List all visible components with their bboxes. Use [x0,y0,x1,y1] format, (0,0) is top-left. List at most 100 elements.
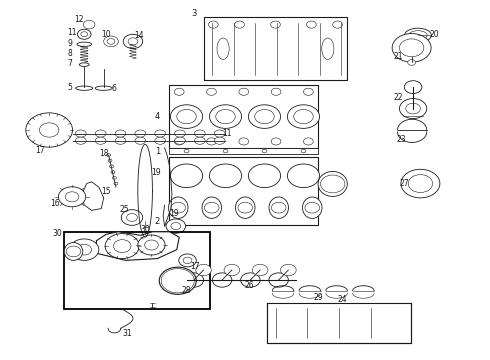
Text: 6: 6 [111,84,116,93]
Bar [267,302,411,342]
Text: 28: 28 [182,285,191,294]
Circle shape [138,235,165,255]
Circle shape [216,109,235,124]
Text: 19: 19 [151,168,161,177]
Text: 7: 7 [67,59,72,68]
Circle shape [288,105,319,129]
Text: 14: 14 [134,31,144,40]
Circle shape [171,202,186,213]
Ellipse shape [95,130,106,137]
Ellipse shape [322,38,334,59]
Circle shape [66,246,81,257]
Bar [170,157,318,225]
Bar [170,148,318,154]
Ellipse shape [202,197,221,219]
Text: 24: 24 [338,295,347,304]
Circle shape [128,38,138,45]
Circle shape [333,21,343,28]
Circle shape [204,202,219,213]
Circle shape [105,234,139,258]
Circle shape [77,244,92,255]
Circle shape [223,149,228,153]
Circle shape [107,39,115,44]
Circle shape [121,210,143,225]
Text: 5: 5 [67,83,72,92]
Circle shape [110,165,114,168]
Circle shape [83,20,95,29]
Text: 2: 2 [155,217,160,226]
Text: 11: 11 [222,129,231,138]
Ellipse shape [214,130,225,137]
Ellipse shape [195,137,205,144]
Ellipse shape [75,137,86,144]
Bar [203,18,347,80]
Ellipse shape [269,197,289,219]
Text: 10: 10 [101,30,111,39]
Ellipse shape [77,42,92,46]
Circle shape [239,138,248,145]
Circle shape [271,138,281,145]
Text: 23: 23 [396,135,406,144]
Polygon shape [97,232,179,260]
Circle shape [179,254,196,267]
Circle shape [159,267,196,294]
Circle shape [104,36,118,47]
Circle shape [208,21,218,28]
Circle shape [171,164,202,188]
Circle shape [235,21,245,28]
Text: 20: 20 [429,30,439,39]
Circle shape [123,34,143,49]
Circle shape [174,88,184,95]
Circle shape [262,149,267,153]
Ellipse shape [79,63,89,66]
Text: 9: 9 [67,39,72,48]
Ellipse shape [95,86,112,90]
Circle shape [238,202,252,213]
Circle shape [164,271,192,291]
Circle shape [301,149,306,153]
Circle shape [303,88,313,95]
Text: 31: 31 [122,329,132,338]
Circle shape [241,273,260,287]
Text: 8: 8 [67,49,72,58]
Text: 12: 12 [74,15,84,24]
Ellipse shape [75,86,93,90]
Circle shape [107,154,111,157]
Circle shape [207,88,217,95]
Circle shape [177,109,196,124]
Circle shape [126,213,137,221]
Text: 3: 3 [191,9,196,18]
Ellipse shape [302,197,322,219]
Circle shape [281,264,296,276]
Circle shape [209,164,242,188]
Circle shape [252,264,268,276]
Text: 4: 4 [155,112,160,121]
Ellipse shape [318,171,347,197]
Circle shape [111,171,115,174]
Text: 22: 22 [394,93,403,102]
Circle shape [239,88,248,95]
Circle shape [184,273,203,287]
Ellipse shape [214,137,225,144]
Circle shape [173,277,183,284]
Ellipse shape [236,197,255,219]
Circle shape [212,273,232,287]
Circle shape [392,33,431,62]
Circle shape [401,169,440,198]
Ellipse shape [135,130,146,137]
Circle shape [70,239,99,260]
Text: 18: 18 [99,149,108,158]
Circle shape [39,123,59,137]
Circle shape [209,105,242,129]
Ellipse shape [64,243,83,260]
Circle shape [305,202,319,213]
Bar [64,232,210,309]
Circle shape [269,273,288,287]
Ellipse shape [405,28,431,42]
Circle shape [171,222,181,230]
Circle shape [255,109,274,124]
Circle shape [58,187,86,207]
Circle shape [166,219,186,233]
Circle shape [320,175,345,193]
Circle shape [145,240,158,250]
